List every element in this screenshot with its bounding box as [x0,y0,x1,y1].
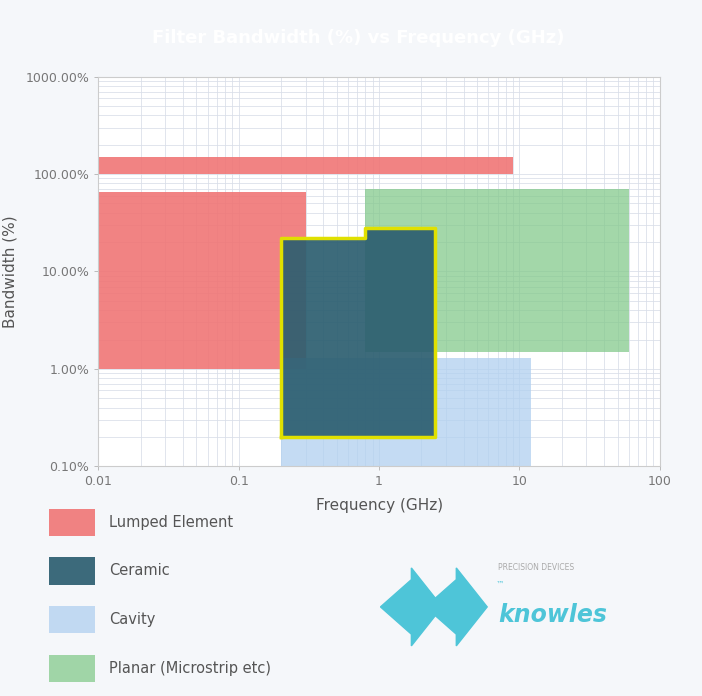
Text: Ceramic: Ceramic [109,564,170,578]
Bar [281,238,366,437]
Bar [49,655,95,682]
Bar [98,192,305,369]
Text: Planar (Microstrip etc): Planar (Microstrip etc) [109,661,271,676]
Bar [366,228,435,437]
Text: Filter Bandwidth (%) vs Frequency (GHz): Filter Bandwidth (%) vs Frequency (GHz) [152,29,564,47]
Bar [98,157,513,174]
Bar [49,509,95,536]
Bar [281,358,531,466]
Y-axis label: Bandwidth (%): Bandwidth (%) [2,215,17,328]
Bar [49,606,95,633]
Polygon shape [380,568,442,646]
X-axis label: Frequency (GHz): Frequency (GHz) [315,498,443,513]
Text: PRECISION DEVICES: PRECISION DEVICES [498,564,574,572]
Text: Lumped Element: Lumped Element [109,515,233,530]
Text: knowles: knowles [498,603,607,627]
Bar [49,557,95,585]
Bar [366,189,629,351]
Text: Cavity: Cavity [109,612,155,627]
Polygon shape [425,568,487,646]
Text: ™: ™ [496,580,504,589]
